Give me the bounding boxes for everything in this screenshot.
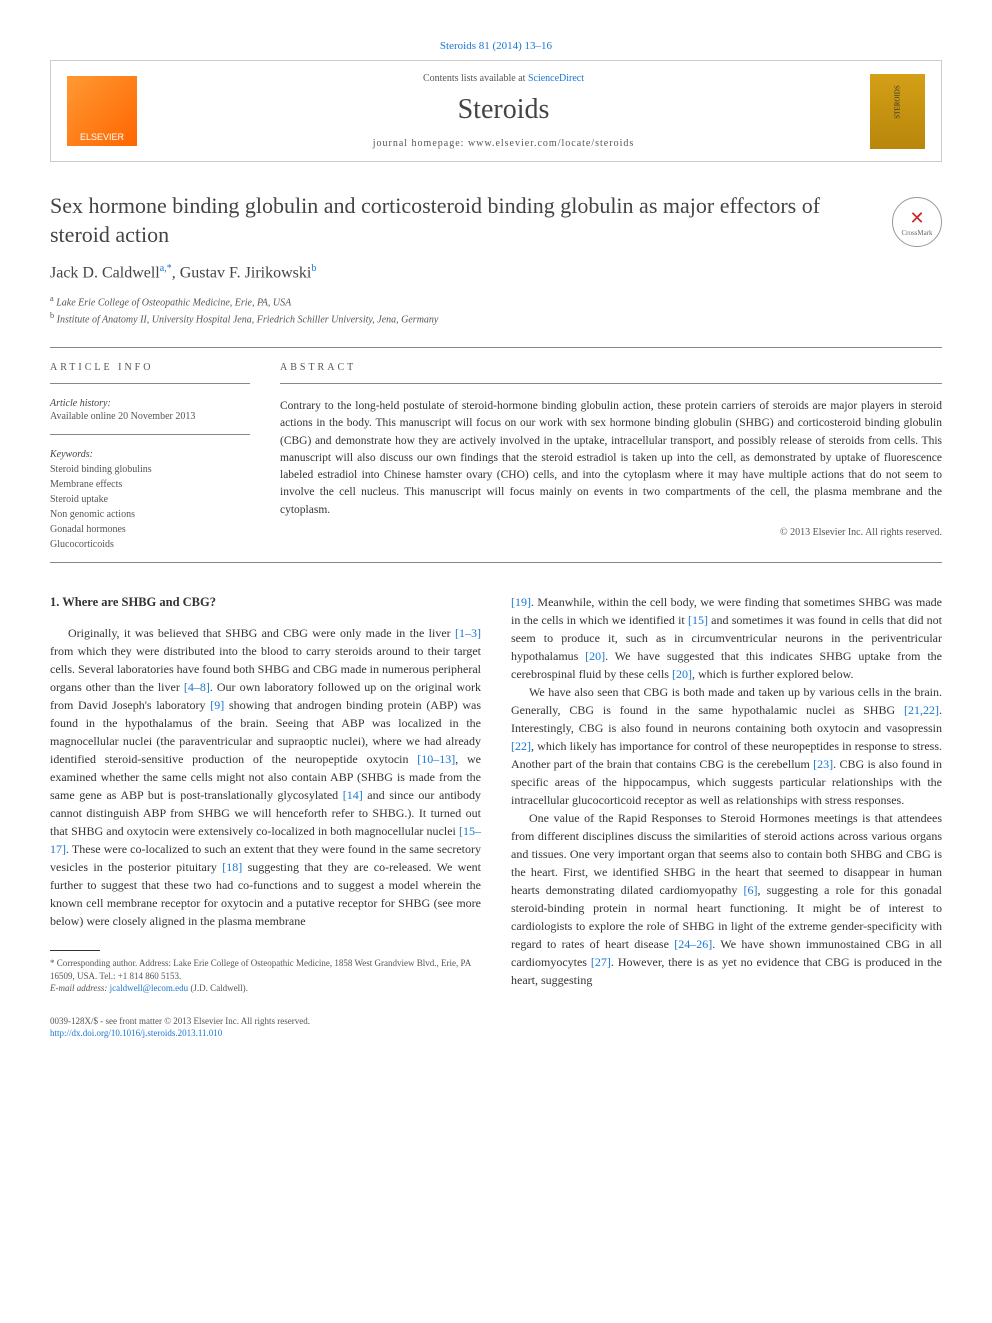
body-paragraph: One value of the Rapid Responses to Ster… xyxy=(511,809,942,989)
body-column-right: [19]. Meanwhile, within the cell body, w… xyxy=(511,593,942,995)
publisher-logo: ELSEVIER xyxy=(67,76,137,146)
journal-homepage-line: journal homepage: www.elsevier.com/locat… xyxy=(137,138,870,149)
journal-cover-thumbnail: STEROIDS xyxy=(870,74,925,149)
ref-link[interactable]: [14] xyxy=(343,788,363,802)
footnote-divider xyxy=(50,950,100,951)
citation-line: Steroids 81 (2014) 13–16 xyxy=(50,40,942,52)
divider xyxy=(50,434,250,435)
cover-label: STEROIDS xyxy=(893,85,901,118)
info-abstract-row: ARTICLE INFO Article history: Available … xyxy=(50,362,942,552)
history-text: Available online 20 November 2013 xyxy=(50,411,250,422)
abstract-heading: ABSTRACT xyxy=(280,362,942,373)
sciencedirect-link[interactable]: ScienceDirect xyxy=(528,73,584,84)
body-paragraph: Originally, it was believed that SHBG an… xyxy=(50,624,481,930)
keyword-item: Membrane effects xyxy=(50,477,250,492)
divider xyxy=(50,347,942,348)
author-2-affil: b xyxy=(311,263,316,274)
page-footer: 0039-128X/$ - see front matter © 2013 El… xyxy=(50,1015,942,1040)
body-columns: 1. Where are SHBG and CBG? Originally, i… xyxy=(50,593,942,995)
ref-link[interactable]: [27] xyxy=(591,955,611,969)
keyword-item: Steroid binding globulins xyxy=(50,462,250,477)
doi-link[interactable]: http://dx.doi.org/10.1016/j.steroids.201… xyxy=(50,1028,222,1038)
ref-link[interactable]: [9] xyxy=(210,698,224,712)
ref-link[interactable]: [22] xyxy=(511,739,531,753)
ref-link[interactable]: [1–3] xyxy=(455,626,481,640)
crossmark-badge[interactable]: ✕ CrossMark xyxy=(892,197,942,247)
body-column-left: 1. Where are SHBG and CBG? Originally, i… xyxy=(50,593,481,995)
ref-link[interactable]: [18] xyxy=(222,860,242,874)
crossmark-label: CrossMark xyxy=(901,229,932,237)
homepage-url[interactable]: www.elsevier.com/locate/steroids xyxy=(468,138,634,149)
ref-link[interactable]: [4–8] xyxy=(184,680,210,694)
ref-link[interactable]: [6] xyxy=(744,883,758,897)
publisher-logo-text: ELSEVIER xyxy=(80,132,124,142)
history-label: Article history: xyxy=(50,398,250,409)
corresponding-author-footnote: * Corresponding author. Address: Lake Er… xyxy=(50,957,481,982)
body-paragraph: We have also seen that CBG is both made … xyxy=(511,683,942,809)
affiliation-b: b Institute of Anatomy II, University Ho… xyxy=(50,310,942,327)
article-title: Sex hormone binding globulin and cortico… xyxy=(50,192,872,249)
ref-link[interactable]: [21,22] xyxy=(904,703,939,717)
ref-link[interactable]: [19] xyxy=(511,595,531,609)
email-footnote: E-mail address: jcaldwell@lecom.edu (J.D… xyxy=(50,982,481,995)
ref-link[interactable]: [20] xyxy=(672,667,692,681)
ref-link[interactable]: [10–13] xyxy=(417,752,455,766)
article-info-heading: ARTICLE INFO xyxy=(50,362,250,373)
footer-copyright: 0039-128X/$ - see front matter © 2013 El… xyxy=(50,1015,942,1028)
author-1: Jack D. Caldwell xyxy=(50,265,160,282)
section-heading: 1. Where are SHBG and CBG? xyxy=(50,593,481,612)
ref-link[interactable]: [23] xyxy=(813,757,833,771)
email-link[interactable]: jcaldwell@lecom.edu xyxy=(110,983,189,993)
author-2: , Gustav F. Jirikowski xyxy=(172,265,312,282)
contents-text: Contents lists available at xyxy=(423,73,528,84)
authors-line: Jack D. Caldwella,*, Gustav F. Jirikowsk… xyxy=(50,263,942,282)
journal-name: Steroids xyxy=(137,94,870,126)
homepage-label: journal homepage: xyxy=(373,138,468,149)
affiliation-a: a Lake Erie College of Osteopathic Medic… xyxy=(50,293,942,310)
body-paragraph: [19]. Meanwhile, within the cell body, w… xyxy=(511,593,942,683)
divider xyxy=(50,383,250,384)
keyword-item: Non genomic actions xyxy=(50,507,250,522)
article-page: Steroids 81 (2014) 13–16 ELSEVIER Conten… xyxy=(0,0,992,1080)
ref-link[interactable]: [15] xyxy=(688,613,708,627)
affiliations-block: a Lake Erie College of Osteopathic Medic… xyxy=(50,293,942,328)
header-center: Contents lists available at ScienceDirec… xyxy=(137,73,870,149)
journal-header: ELSEVIER Contents lists available at Sci… xyxy=(50,60,942,162)
contents-available-line: Contents lists available at ScienceDirec… xyxy=(137,73,870,84)
email-suffix: (J.D. Caldwell). xyxy=(188,983,248,993)
abstract-text: Contrary to the long-held postulate of s… xyxy=(280,398,942,519)
ref-link[interactable]: [24–26] xyxy=(674,937,712,951)
keywords-list: Steroid binding globulins Membrane effec… xyxy=(50,462,250,552)
divider xyxy=(280,383,942,384)
crossmark-icon: ✕ xyxy=(909,208,924,229)
article-info-column: ARTICLE INFO Article history: Available … xyxy=(50,362,250,552)
divider xyxy=(50,562,942,563)
keyword-item: Steroid uptake xyxy=(50,492,250,507)
keyword-item: Gonadal hormones xyxy=(50,522,250,537)
abstract-column: ABSTRACT Contrary to the long-held postu… xyxy=(280,362,942,552)
abstract-copyright: © 2013 Elsevier Inc. All rights reserved… xyxy=(280,527,942,538)
author-1-affil: a,* xyxy=(160,263,172,274)
email-label: E-mail address: xyxy=(50,983,110,993)
keyword-item: Glucocorticoids xyxy=(50,537,250,552)
keywords-label: Keywords: xyxy=(50,449,250,460)
ref-link[interactable]: [20] xyxy=(585,649,605,663)
title-row: Sex hormone binding globulin and cortico… xyxy=(50,192,942,249)
